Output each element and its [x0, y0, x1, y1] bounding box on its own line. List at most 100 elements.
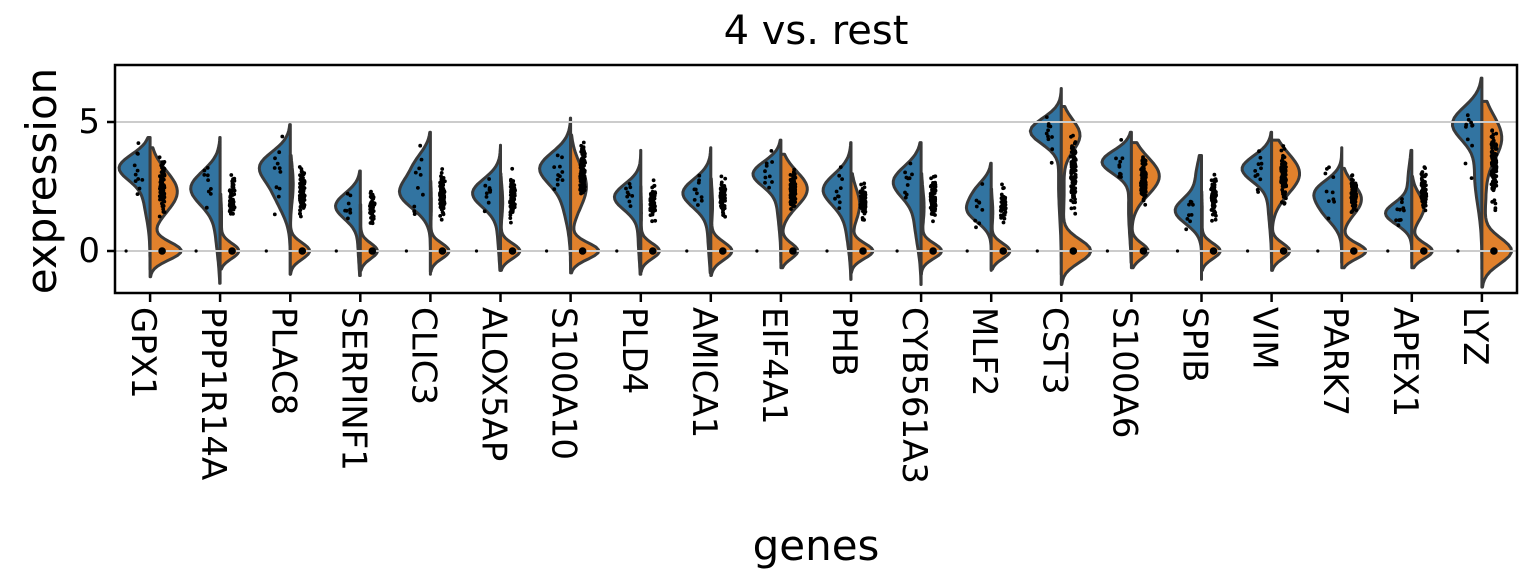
zero-dot: [368, 247, 377, 255]
points-APEX1: [1386, 165, 1429, 255]
zero-dot: [1420, 247, 1428, 255]
points-PLAC8: [264, 134, 307, 255]
zero-dot: [789, 247, 797, 255]
zero-dot: [929, 247, 937, 255]
zero-dot: [719, 247, 727, 255]
points-MLF2: [965, 182, 1008, 255]
zero-dot: [1139, 247, 1148, 255]
gene-label-EIF4A1: EIF4A1: [754, 307, 794, 425]
gene-label-S100A10: S100A10: [544, 307, 584, 460]
violin-right-half-CYB561A3: [919, 172, 944, 276]
violin-left-half-MLF2: [964, 161, 993, 272]
y-tick-label-5: 5: [78, 102, 100, 142]
points-SERPINF1: [334, 189, 377, 255]
violin-left-half-SERPINF1: [334, 169, 362, 277]
points-S100A6: [1105, 138, 1148, 255]
violin-left-half-S100A6: [1100, 130, 1133, 265]
violin-right-half-APEX1: [1410, 174, 1434, 270]
violin-right-half-SERPINF1: [358, 203, 379, 272]
violin-left-half-CYB561A3: [891, 141, 923, 286]
violin-left-half-AMICA1: [681, 146, 713, 275]
violin-PARK7: [1312, 146, 1368, 270]
violin-right-half-PHB: [849, 172, 875, 275]
gene-label-PPP1R14A: PPP1R14A: [193, 307, 233, 480]
violin-right-half-ALOX5AP: [499, 172, 522, 272]
violin-left-half-PPP1R14A: [189, 136, 222, 285]
violin-GPX1: [117, 136, 183, 279]
zero-dot: [1350, 247, 1358, 255]
axes-frame: [113, 63, 1519, 295]
zero-dot: [999, 247, 1007, 255]
points-LYZ: [1456, 113, 1499, 255]
gene-label-CLIC3: CLIC3: [403, 307, 443, 405]
points-AMICA1: [685, 173, 728, 255]
gene-label-ALOX5AP: ALOX5AP: [474, 307, 514, 461]
points-PLD4: [615, 178, 658, 255]
zero-dot: [158, 247, 166, 255]
y-tick-label-0: 0: [78, 231, 100, 271]
gene-label-PLAC8: PLAC8: [263, 307, 303, 415]
y-axis-label: expression: [17, 67, 66, 295]
gene-label-GPX1: GPX1: [123, 307, 163, 399]
violin-right-half-PLAC8: [288, 154, 311, 276]
zero-dot: [438, 247, 447, 255]
violin-EIF4A1: [751, 138, 809, 270]
points-SPIB: [1175, 172, 1218, 255]
points-ALOX5AP: [474, 166, 517, 255]
gene-label-AMICA1: AMICA1: [684, 307, 724, 438]
violin-right-half-LYZ: [1480, 99, 1513, 289]
violin-left-half-PARK7: [1312, 146, 1344, 265]
gene-label-LYZ: LYZ: [1455, 307, 1495, 366]
gene-label-PLD4: PLD4: [614, 307, 654, 394]
violin-PHB: [821, 141, 875, 281]
zero-dot: [578, 247, 587, 255]
violin-VIM: [1240, 130, 1301, 272]
violin-left-half-CLIC3: [397, 130, 432, 276]
gene-label-CST3: CST3: [1034, 307, 1074, 395]
zero-dot: [859, 247, 867, 255]
violin-APEX1: [1384, 148, 1434, 270]
zero-dot: [1209, 247, 1218, 255]
gene-label-APEX1: APEX1: [1385, 307, 1425, 417]
violin-left-half-APEX1: [1384, 148, 1414, 265]
gene-label-CYB561A3: CYB561A3: [894, 307, 934, 484]
points-CST3: [1035, 115, 1078, 255]
violin-left-half-PLD4: [612, 148, 643, 276]
points-PARK7: [1316, 165, 1359, 255]
zero-dot: [1490, 247, 1498, 255]
violin-CYB561A3: [891, 141, 944, 286]
points-S100A10: [545, 140, 587, 255]
zero-dot: [298, 247, 307, 255]
points-CLIC3: [404, 143, 447, 255]
zero-dot: [649, 247, 657, 255]
violin-LYZ: [1451, 76, 1513, 289]
gene-label-SERPINF1: SERPINF1: [333, 307, 373, 471]
violin-right-half-SPIB: [1200, 190, 1222, 272]
points-PHB: [825, 165, 868, 255]
gene-label-PHB: PHB: [824, 307, 864, 376]
violin-right-half-S100A6: [1129, 141, 1161, 270]
figure-title: 4 vs. rest: [723, 8, 909, 54]
points-CYB561A3: [895, 161, 938, 255]
violin-right-half-VIM: [1270, 138, 1301, 272]
violin-CST3: [1028, 87, 1093, 286]
violin-left-half-VIM: [1240, 130, 1274, 265]
points-GPX1: [124, 141, 167, 255]
zero-dot: [228, 247, 236, 255]
violin-S100A10: [538, 116, 600, 275]
gene-label-MLF2: MLF2: [964, 307, 1004, 396]
violin-S100A6: [1100, 130, 1161, 270]
gene-label-S100A6: S100A6: [1104, 307, 1144, 438]
zero-dot: [1069, 247, 1078, 255]
gene-label-VIM: VIM: [1245, 307, 1285, 370]
violin-left-half-LYZ: [1451, 76, 1484, 271]
violin-left-half-EIF4A1: [751, 138, 783, 265]
gene-label-PARK7: PARK7: [1315, 307, 1355, 416]
gene-label-SPIB: SPIB: [1175, 307, 1215, 382]
points-PPP1R14A: [194, 166, 237, 255]
violin-left-half-S100A10: [538, 116, 573, 271]
violin-left-half-PHB: [821, 141, 853, 281]
x-axis-label: genes: [752, 521, 880, 570]
